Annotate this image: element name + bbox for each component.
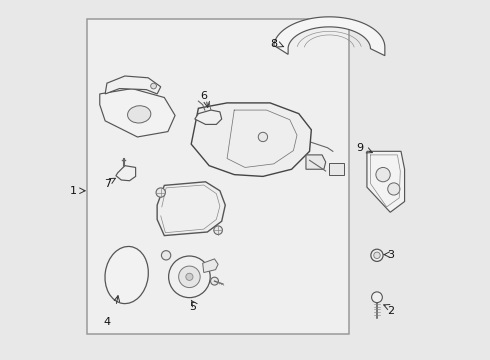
Text: 2: 2 (387, 306, 394, 316)
Polygon shape (203, 259, 218, 273)
Circle shape (211, 277, 219, 285)
Circle shape (169, 256, 210, 298)
Circle shape (371, 292, 382, 303)
Text: 1: 1 (70, 186, 77, 196)
Text: 6: 6 (200, 91, 207, 101)
Bar (329, 163, 344, 175)
Circle shape (156, 188, 166, 197)
Polygon shape (116, 166, 136, 181)
Circle shape (258, 132, 268, 141)
Polygon shape (195, 110, 221, 125)
Circle shape (388, 183, 400, 195)
Text: 9: 9 (356, 143, 363, 153)
Polygon shape (105, 76, 161, 94)
Polygon shape (100, 89, 175, 137)
Circle shape (179, 266, 200, 288)
Polygon shape (306, 155, 326, 169)
Polygon shape (367, 151, 405, 212)
Circle shape (374, 252, 380, 258)
Polygon shape (274, 17, 385, 56)
Circle shape (376, 167, 390, 182)
Text: 7: 7 (104, 179, 112, 189)
Ellipse shape (127, 106, 151, 123)
Ellipse shape (105, 247, 148, 303)
Text: 4: 4 (103, 317, 111, 327)
Text: 8: 8 (270, 39, 277, 49)
Polygon shape (191, 103, 311, 176)
Text: 3: 3 (387, 250, 394, 260)
Circle shape (151, 83, 156, 89)
Circle shape (186, 273, 193, 280)
Bar (87, 19, 349, 334)
Circle shape (371, 249, 383, 261)
Circle shape (161, 251, 171, 260)
Circle shape (214, 226, 222, 234)
Text: 5: 5 (190, 302, 196, 312)
